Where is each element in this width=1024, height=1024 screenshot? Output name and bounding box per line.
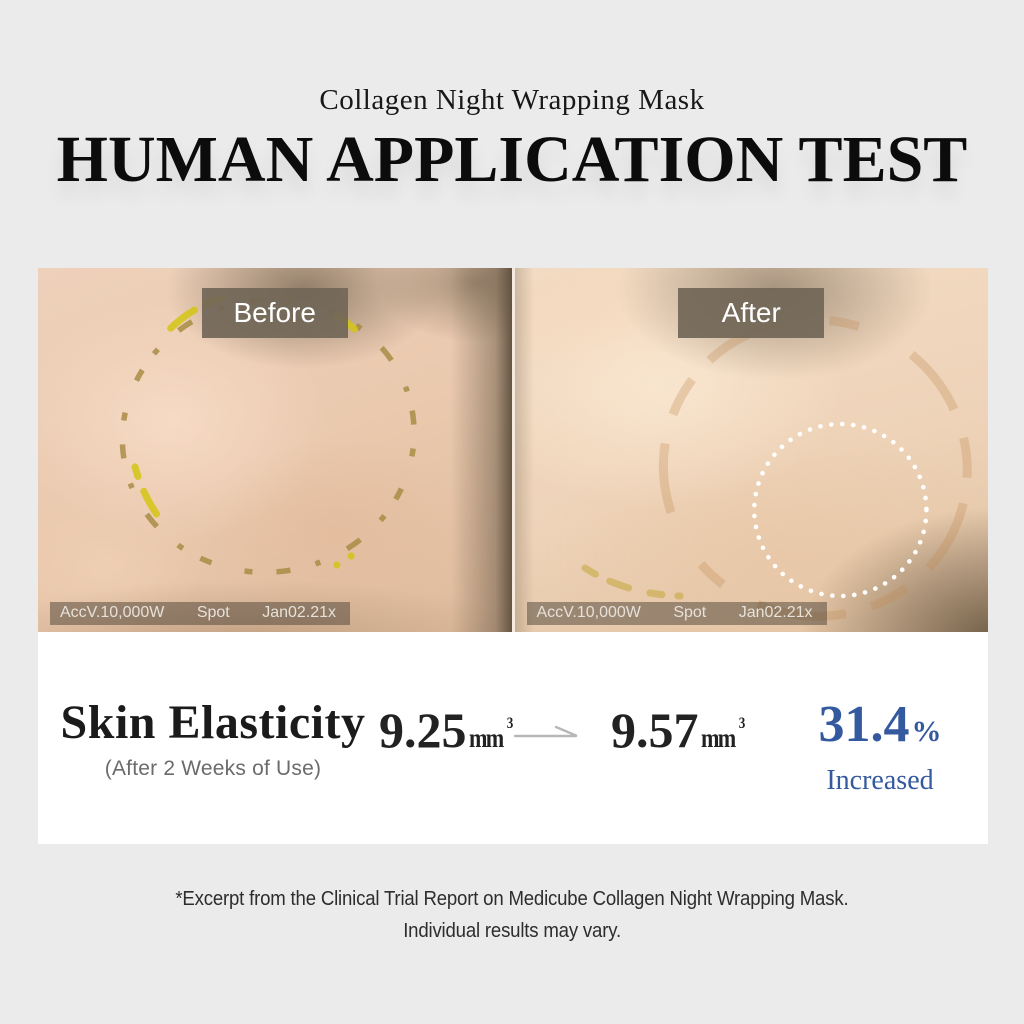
unit-mm3: mm 3	[469, 712, 513, 764]
before-value-number: 9.25	[379, 702, 467, 758]
after-value: 9.57mm 3	[611, 704, 753, 764]
watermark-mag: Jan02.21x	[738, 604, 813, 621]
disclaimer-line-2: Individual results may vary.	[403, 920, 621, 942]
watermark-acc: AccV.10,000W	[536, 604, 641, 621]
arrow-right-icon	[513, 725, 578, 738]
metric-condition: (After 2 Weeks of Use)	[104, 757, 322, 780]
marker-circle-before	[119, 288, 417, 584]
before-label: Before	[201, 288, 348, 338]
after-watermark: AccV.10,000W Spot Jan02.21x	[526, 602, 827, 625]
unit-exponent: 3	[506, 715, 513, 732]
improvement-value: 31.4%	[818, 696, 942, 753]
after-photo: After AccV.10,000W Spot Jan02.21x	[514, 268, 988, 632]
unit-mm3: mm 3	[701, 712, 745, 764]
metric-name: Skin Elasticity	[60, 696, 366, 749]
page-title: HUMAN APPLICATION TEST	[56, 123, 968, 196]
after-label: After	[678, 288, 825, 338]
improvement-label: Increased	[826, 765, 934, 796]
before-after-comparison: Before AccV.10,000W Spot Jan02.21x After…	[38, 268, 988, 632]
disclaimer-line-1: *Excerpt from the Clinical Trial Report …	[175, 888, 849, 910]
results-panel: Skin Elasticity (After 2 Weeks of Use) 9…	[38, 632, 988, 844]
before-value: 9.25mm 3	[379, 704, 521, 764]
watermark-acc: AccV.10,000W	[60, 604, 165, 621]
disclaimer: *Excerpt from the Clinical Trial Report …	[0, 883, 1024, 947]
before-watermark: AccV.10,000W Spot Jan02.21x	[50, 602, 351, 625]
metric-block: Skin Elasticity (After 2 Weeks of Use)	[48, 698, 378, 781]
percent-sign: %	[911, 715, 942, 748]
after-value-number: 9.57	[611, 702, 699, 758]
unit-exponent: 3	[738, 715, 745, 732]
watermark-mode: Spot	[673, 604, 707, 621]
improvement-block: 31.4% Increased	[804, 698, 956, 797]
watermark-mag: Jan02.21x	[262, 604, 337, 621]
dotted-measure-circle	[751, 421, 929, 599]
before-photo: Before AccV.10,000W Spot Jan02.21x	[38, 268, 512, 632]
product-name: Collagen Night Wrapping Mask	[319, 84, 705, 116]
watermark-mode: Spot	[196, 604, 230, 621]
